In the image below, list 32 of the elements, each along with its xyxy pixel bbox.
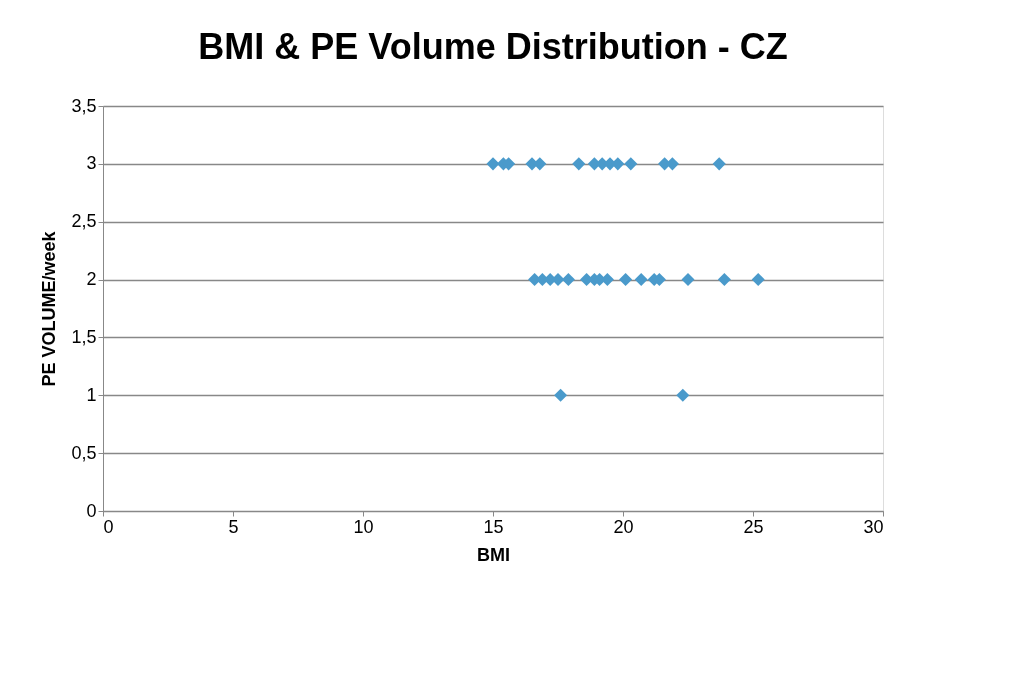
point xyxy=(611,157,625,171)
point xyxy=(572,157,586,171)
point xyxy=(486,157,500,171)
point xyxy=(619,273,633,287)
x-axis-title: BMI xyxy=(477,544,510,565)
point xyxy=(554,388,568,402)
point xyxy=(676,388,690,402)
x-tick-label: 25 xyxy=(743,516,764,537)
point xyxy=(533,157,547,171)
y-tick-label: 0,5 xyxy=(71,442,97,463)
y-axis-title: PE VOLUME/week xyxy=(39,230,60,387)
point xyxy=(624,157,638,171)
point xyxy=(634,273,648,287)
y-tick-label: 3 xyxy=(86,153,97,174)
x-tick-label: 15 xyxy=(483,516,504,537)
x-tick-label: 5 xyxy=(228,516,239,537)
y-tick-label: 1,5 xyxy=(71,326,97,347)
y-tick-label: 3,5 xyxy=(71,95,97,116)
y-tick-label: 2 xyxy=(86,269,97,290)
point xyxy=(751,273,765,287)
chart-title: BMI & PE Volume Distribution - CZ xyxy=(198,26,788,67)
x-tick-label: 30 xyxy=(863,516,884,537)
x-tick-label: 10 xyxy=(353,516,374,537)
y-tick-label: 2,5 xyxy=(71,211,97,232)
point xyxy=(712,157,726,171)
y-tick-label: 1 xyxy=(86,384,97,405)
y-tick-label: 0 xyxy=(86,500,97,521)
x-tick-label: 0 xyxy=(103,516,114,537)
point xyxy=(681,273,695,287)
x-tick-label: 20 xyxy=(613,516,634,537)
point xyxy=(717,273,731,287)
point xyxy=(561,273,575,287)
